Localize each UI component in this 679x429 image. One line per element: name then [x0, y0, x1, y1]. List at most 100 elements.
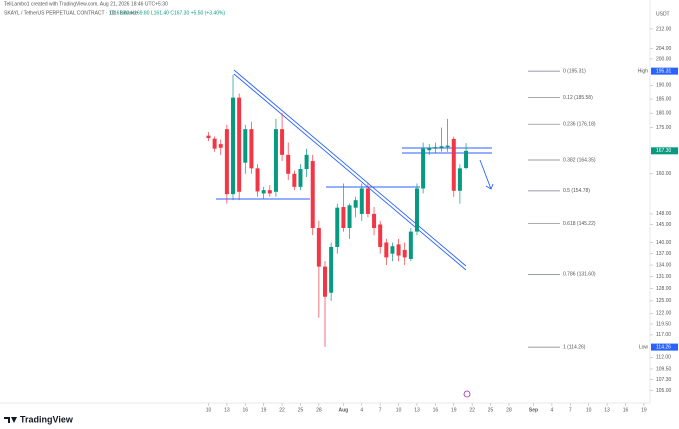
y-tick-label: 109.50	[656, 366, 672, 372]
candle-body	[347, 205, 352, 229]
y-tick-label: 105.00	[656, 388, 672, 394]
currency: USDT	[656, 11, 670, 17]
candle-body	[218, 144, 223, 148]
y-tick-label: 137.00	[656, 251, 672, 257]
y-tick-label: 148.00	[656, 211, 672, 217]
price-tag-label: 195.31	[656, 68, 672, 74]
candle-body	[390, 246, 395, 254]
x-tick-label: 19	[641, 407, 647, 413]
y-tick-label: 131.00	[656, 274, 672, 280]
candle-body	[464, 150, 469, 169]
candle-body	[439, 146, 444, 148]
candle-body	[249, 129, 254, 169]
candle-body	[359, 188, 364, 214]
y-tick-label: 145.00	[656, 222, 672, 228]
candle-body	[243, 129, 248, 163]
candle-body	[304, 154, 309, 169]
price-tag-name: High	[638, 68, 649, 74]
x-tick-label: 16	[433, 407, 439, 413]
candle-body	[298, 168, 303, 187]
candle-body	[378, 224, 383, 247]
x-tick-label: 10	[206, 407, 212, 413]
candle-body	[267, 190, 272, 194]
y-tick-label: 175.00	[656, 125, 672, 131]
candle-body	[286, 154, 291, 174]
x-tick-label: 25	[488, 407, 494, 413]
y-tick-label: 200.00	[656, 56, 672, 62]
x-tick-label: 28	[316, 407, 322, 413]
price-tag-label: 167.30	[656, 148, 672, 154]
candle-body	[402, 249, 407, 258]
y-tick-label: 125.00	[656, 298, 672, 304]
logo: TradingView	[4, 414, 74, 424]
candle-body	[414, 188, 419, 232]
fib-label: 0.236 (176.18)	[563, 122, 596, 128]
candle-body	[365, 188, 370, 214]
y-tick-label: 160.00	[656, 171, 672, 177]
fib-label: 0.618 (145.22)	[563, 221, 596, 227]
candle-body	[451, 138, 456, 191]
x-tick-label: 13	[604, 407, 610, 413]
logo-text: TradingView	[20, 414, 74, 424]
candle-body	[384, 242, 389, 258]
candle-body	[255, 168, 260, 192]
candle-body	[212, 138, 217, 149]
y-tick-label: 185.00	[656, 96, 672, 102]
x-tick-label: 19	[261, 407, 267, 413]
x-tick-label: 4	[360, 407, 363, 413]
candle-body	[433, 147, 438, 149]
x-tick-label: Sep	[529, 407, 538, 413]
candle-body	[396, 244, 401, 256]
x-tick-label: 28	[506, 407, 512, 413]
candle-body	[372, 213, 377, 229]
x-tick-label: 16	[243, 407, 249, 413]
logo-icon	[4, 417, 17, 423]
y-tick-label: 140.00	[656, 240, 672, 246]
y-tick-label: 212.00	[656, 26, 672, 32]
fib-label: 0.786 (131.60)	[563, 272, 596, 278]
arrow	[479, 159, 494, 190]
x-tick-label: 10	[396, 407, 402, 413]
x-tick-label: 16	[623, 407, 629, 413]
fib-label: 0.12 (185.58)	[563, 95, 593, 101]
candle-body	[341, 207, 346, 229]
trend-line	[233, 69, 467, 267]
candle-body	[280, 129, 285, 155]
candle-body	[224, 129, 229, 195]
price-tag-label: 114.26	[656, 344, 671, 350]
candle-body	[408, 231, 413, 259]
symbol-line: SKAYL / TetherUS PERPETUAL CONTRACT · 1D…	[4, 10, 138, 16]
y-tick-label: 204.00	[656, 46, 672, 52]
fib-label: 1 (114.26)	[563, 344, 586, 350]
drawings	[216, 69, 494, 271]
candle-body	[292, 173, 297, 187]
y-tick-label: 119.50	[656, 321, 671, 327]
candle-body	[237, 97, 242, 192]
candle-body	[316, 228, 321, 267]
x-tick-label: 7	[569, 407, 572, 413]
candle-body	[457, 168, 462, 191]
candle-body	[206, 135, 211, 139]
y-tick-label: 117.00	[656, 332, 671, 338]
y-tick-label: 190.00	[656, 83, 672, 89]
y-tick-label: 112.00	[656, 355, 671, 361]
ohlc-line: O161.80 H169.80 L161.40 C167.30 +5.50 (+…	[110, 10, 225, 16]
x-tick-label: Aug	[339, 407, 349, 413]
x-tick-label: 25	[298, 407, 304, 413]
x-tick-label: 22	[469, 407, 475, 413]
x-tick-label: 13	[414, 407, 420, 413]
author-line: TeliLambo1 created with TradingView.com,…	[4, 1, 168, 7]
price-tag	[651, 67, 678, 75]
trend-line	[233, 73, 467, 271]
y-tick-label: 107.30	[656, 377, 672, 383]
candle-body	[329, 246, 334, 293]
candle-body	[335, 207, 340, 247]
y-tick-label: 134.00	[656, 262, 672, 268]
y-tick-label: 122.00	[656, 311, 672, 317]
x-tick-label: 22	[279, 407, 285, 413]
price-tag	[651, 343, 678, 351]
candle-body	[421, 148, 426, 189]
candle-body	[427, 147, 432, 151]
x-tick-label: 4	[550, 407, 553, 413]
